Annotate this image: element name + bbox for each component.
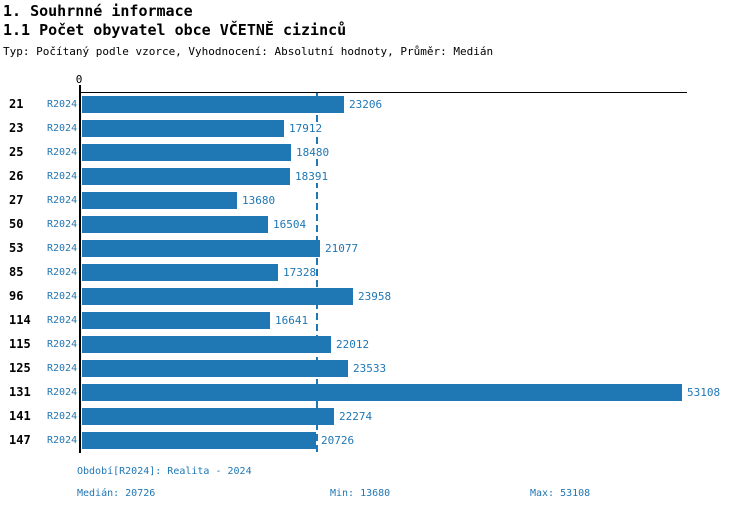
bar-row: 27 R2024 13680 — [0, 188, 750, 212]
series-label: R2024 — [47, 146, 78, 158]
series-label: R2024 — [47, 170, 78, 182]
bar[interactable] — [82, 239, 320, 257]
bar-row: 141 R2024 22274 — [0, 404, 750, 428]
bar-row: 50 R2024 16504 — [0, 212, 750, 236]
category-label: 85 — [9, 265, 24, 279]
bar-row: 147 R2024 20726 — [0, 428, 750, 452]
series-label: R2024 — [47, 218, 78, 230]
category-label: 53 — [9, 241, 24, 255]
category-label: 115 — [9, 337, 31, 351]
bar[interactable] — [82, 167, 290, 185]
bar[interactable] — [82, 431, 316, 449]
category-label: 25 — [9, 145, 24, 159]
chart-rows: 21 R2024 23206 23 R2024 17912 25 R2024 1… — [0, 92, 750, 452]
bar[interactable] — [82, 191, 237, 209]
bar[interactable] — [82, 143, 291, 161]
category-label: 50 — [9, 217, 24, 231]
bar-row: 21 R2024 23206 — [0, 92, 750, 116]
bar-row: 114 R2024 16641 — [0, 308, 750, 332]
bar[interactable] — [82, 263, 278, 281]
value-label: 23206 — [349, 97, 383, 111]
series-label: R2024 — [47, 434, 78, 446]
value-label: 17912 — [289, 121, 323, 135]
series-label: R2024 — [47, 122, 78, 134]
series-label: R2024 — [47, 242, 78, 254]
median-marker-line — [316, 93, 318, 452]
series-label: R2024 — [47, 410, 78, 422]
series-label: R2024 — [47, 266, 78, 278]
value-label: 53108 — [687, 385, 721, 399]
value-label: 13680 — [242, 193, 276, 207]
series-label: R2024 — [47, 386, 78, 398]
bar-row: 115 R2024 22012 — [0, 332, 750, 356]
category-label: 147 — [9, 433, 31, 447]
bar-chart: 0 21 R2024 23206 23 R2024 17912 25 R2024… — [0, 73, 750, 460]
bar[interactable] — [82, 311, 270, 329]
value-label: 17328 — [283, 265, 317, 279]
bar-row: 26 R2024 18391 — [0, 164, 750, 188]
x-axis-line — [79, 92, 687, 93]
x-axis-zero-tick-label: 0 — [75, 73, 83, 86]
bar[interactable] — [82, 407, 334, 425]
value-label: 22012 — [336, 337, 370, 351]
category-label: 114 — [9, 313, 31, 327]
series-label: R2024 — [47, 290, 78, 302]
period-label: Období[R2024]: Realita - 2024 — [77, 466, 252, 477]
chart-settings-line: Typ: Počítaný podle vzorce, Vyhodnocení:… — [3, 45, 494, 58]
bar[interactable] — [82, 383, 682, 401]
bar-row: 25 R2024 18480 — [0, 140, 750, 164]
median-stat: Medián: 20726 — [77, 488, 156, 499]
bar[interactable] — [82, 95, 344, 113]
category-label: 21 — [9, 97, 24, 111]
bar[interactable] — [82, 215, 268, 233]
bar[interactable] — [82, 335, 331, 353]
bar-row: 23 R2024 17912 — [0, 116, 750, 140]
value-label: 16504 — [273, 217, 307, 231]
bar-row: 53 R2024 21077 — [0, 236, 750, 260]
value-label: 21077 — [325, 241, 359, 255]
min-stat: Min: 13680 — [330, 488, 391, 499]
series-label: R2024 — [47, 194, 78, 206]
category-label: 23 — [9, 121, 24, 135]
category-label: 27 — [9, 193, 24, 207]
category-label: 26 — [9, 169, 24, 183]
category-label: 96 — [9, 289, 24, 303]
bar[interactable] — [82, 287, 353, 305]
max-stat: Max: 53108 — [530, 488, 591, 499]
series-label: R2024 — [47, 314, 78, 326]
series-label: R2024 — [47, 338, 78, 350]
report-title: 1. Souhrnné informace — [3, 2, 193, 20]
category-label: 131 — [9, 385, 31, 399]
series-label: R2024 — [47, 98, 78, 110]
value-label: 18391 — [295, 169, 329, 183]
value-label: 22274 — [339, 409, 373, 423]
category-label: 141 — [9, 409, 31, 423]
value-label: 23958 — [358, 289, 392, 303]
category-label: 125 — [9, 361, 31, 375]
bar-row: 96 R2024 23958 — [0, 284, 750, 308]
value-label: 20726 — [321, 433, 355, 447]
value-label: 18480 — [296, 145, 330, 159]
section-title: 1.1 Počet obyvatel obce VČETNĚ cizinců — [3, 21, 347, 39]
series-label: R2024 — [47, 362, 78, 374]
y-axis-line — [79, 85, 81, 453]
value-label: 16641 — [275, 313, 309, 327]
bar-row: 85 R2024 17328 — [0, 260, 750, 284]
bar-row: 125 R2024 23533 — [0, 356, 750, 380]
bar[interactable] — [82, 119, 284, 137]
bar-row: 131 R2024 53108 — [0, 380, 750, 404]
value-label: 23533 — [353, 361, 387, 375]
bar[interactable] — [82, 359, 348, 377]
